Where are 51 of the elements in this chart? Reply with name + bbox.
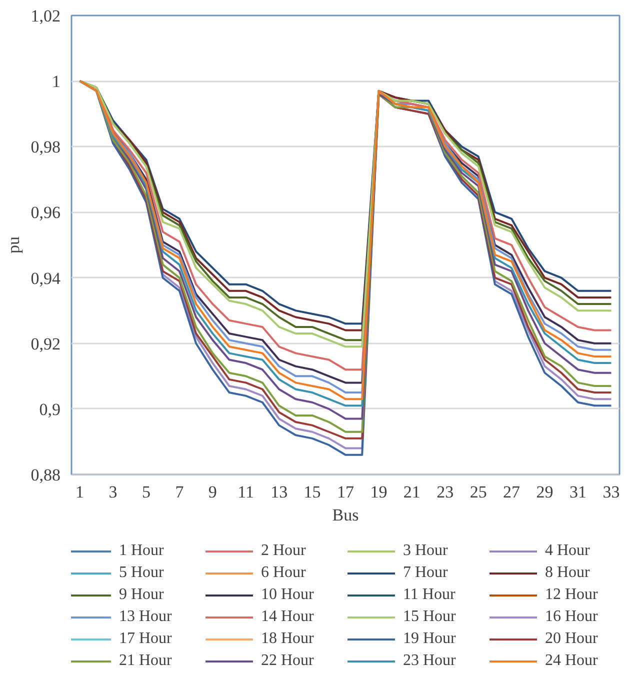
x-tick-label: 5: [142, 482, 150, 502]
x-tick-label: 13: [270, 482, 288, 502]
x-tick-label: 19: [370, 482, 388, 502]
x-tick-label: 17: [337, 482, 354, 502]
x-tick-label: 29: [536, 482, 554, 502]
y-tick-label: 1,02: [30, 6, 60, 26]
legend-label: 7 Hour: [403, 564, 449, 582]
x-tick-label: 31: [569, 482, 586, 502]
x-tick-label: 15: [304, 482, 321, 502]
y-tick-label: 0,88: [30, 466, 60, 484]
legend-label: 1 Hour: [119, 542, 165, 560]
legend-label: 20 Hour: [545, 630, 599, 648]
x-tick-label: 9: [208, 482, 217, 502]
legend-label: 18 Hour: [261, 630, 315, 648]
x-tick-label: 1: [76, 482, 84, 502]
x-tick-label: 21: [403, 482, 420, 502]
y-tick-label: 0,96: [30, 203, 60, 222]
legend-label: 9 Hour: [119, 586, 165, 604]
x-tick-label: 23: [436, 482, 454, 502]
legend-label: 8 Hour: [545, 564, 591, 582]
legend-label: 2 Hour: [261, 542, 307, 560]
y-tick-label: 0,9: [39, 400, 60, 419]
legend-label: 4 Hour: [545, 542, 591, 560]
legend-label: 11 Hour: [403, 586, 456, 604]
x-axis-title: Bus: [332, 506, 359, 524]
legend-label: 13 Hour: [119, 608, 173, 626]
x-tick-label: 33: [602, 482, 620, 502]
y-axis-title: pu: [4, 236, 23, 254]
legend-label: 5 Hour: [119, 564, 165, 582]
x-tick-label: 27: [503, 482, 521, 502]
legend-label: 19 Hour: [403, 630, 457, 648]
legend-label: 22 Hour: [261, 652, 315, 670]
x-tick-label: 3: [108, 482, 118, 502]
x-tick-label: 7: [175, 482, 184, 502]
legend-label: 23 Hour: [403, 652, 457, 670]
legend-label: 17 Hour: [119, 630, 173, 648]
y-tick-label: 1: [52, 72, 60, 92]
legend-label: 14 Hour: [261, 608, 315, 626]
y-tick-label: 0,98: [30, 138, 60, 157]
y-tick-label: 0,92: [30, 334, 60, 354]
legend-label: 10 Hour: [261, 586, 315, 604]
legend-label: 3 Hour: [403, 542, 449, 560]
legend-label: 21 Hour: [119, 652, 173, 670]
legend-label: 12 Hour: [545, 586, 599, 604]
legend-label: 15 Hour: [403, 608, 457, 626]
legend-label: 6 Hour: [261, 564, 307, 582]
x-tick-label: 25: [470, 482, 487, 502]
y-tick-label: 0,94: [30, 268, 61, 288]
legend-label: 24 Hour: [545, 652, 599, 670]
legend-label: 16 Hour: [545, 608, 599, 626]
x-tick-label: 11: [238, 482, 254, 502]
